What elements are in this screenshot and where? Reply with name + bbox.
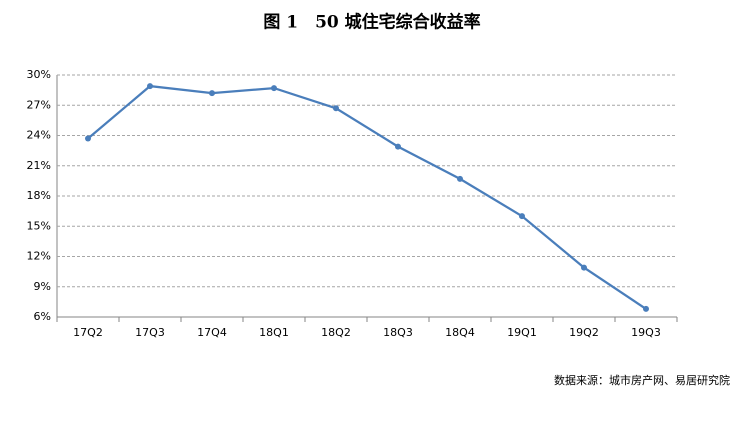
line [87, 84, 647, 310]
x-tick-label: 18Q1 [259, 326, 289, 339]
y-tick-label: 30% [27, 68, 51, 81]
point [209, 90, 215, 97]
x-tick-label: 17Q4 [197, 326, 227, 339]
point [395, 143, 401, 150]
point [457, 175, 463, 182]
x-tick-label: 19Q3 [631, 326, 661, 339]
chart-title: 图 1 50 城住宅综合收益率 [263, 12, 480, 33]
point [333, 105, 339, 112]
x-tick-label: 18Q2 [321, 326, 351, 339]
source-note: 数据来源：城市房产网、易居研究院 [554, 373, 730, 387]
point [643, 305, 649, 312]
point [519, 213, 525, 220]
y-tick-label: 12% [27, 250, 51, 263]
x-tick-label: 19Q1 [507, 326, 537, 339]
x-tick-label: 18Q3 [383, 326, 413, 339]
x-tick-label: 17Q2 [73, 326, 103, 339]
y-tick-label: 18% [27, 189, 51, 202]
y-tick-label: 9% [34, 280, 51, 293]
point [271, 85, 277, 92]
y-tick-label: 6% [34, 310, 51, 323]
x-tick-label: 18Q4 [445, 326, 475, 339]
y-tick-label: 21% [27, 159, 51, 172]
x-tick-label: 19Q2 [569, 326, 599, 339]
point [581, 264, 587, 271]
y-tick-label: 24% [27, 129, 51, 142]
point [147, 83, 153, 90]
y-tick-label: 27% [27, 98, 51, 111]
x-tick-label: 17Q3 [135, 326, 165, 339]
y-tick-label: 15% [27, 219, 51, 232]
point [85, 135, 91, 142]
